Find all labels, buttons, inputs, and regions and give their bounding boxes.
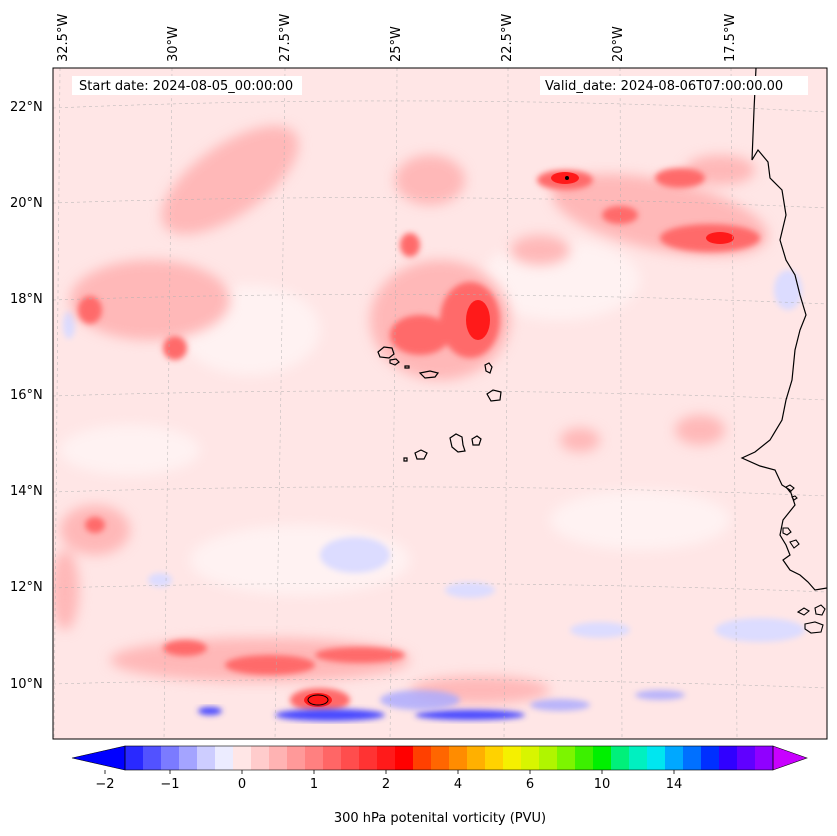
- colorbar-segment: [737, 746, 756, 770]
- colorbar-segment: [449, 746, 468, 770]
- lon-label: 20°W: [611, 26, 626, 62]
- colorbar-tick-label: 6: [526, 777, 534, 792]
- colorbar-tick-label: −2: [95, 777, 114, 792]
- colorbar-segment: [179, 746, 198, 770]
- colorbar-segment: [467, 746, 486, 770]
- colorbar-tick-label: 0: [238, 777, 246, 792]
- colorbar-segment: [647, 746, 666, 770]
- start-date-box: [72, 76, 302, 95]
- colorbar-segment: [539, 746, 558, 770]
- colorbar-tick-label: 2: [382, 777, 390, 792]
- colorbar-ticks: −2 −1 0 1 2 4 6 10 14: [95, 770, 682, 792]
- colorbar-segment: [629, 746, 648, 770]
- lon-label: 32.5°W: [56, 14, 71, 62]
- colorbar-tick-label: 10: [594, 777, 611, 792]
- colorbar-tick-label: 4: [454, 777, 462, 792]
- lat-label: 20°N: [10, 196, 43, 211]
- colorbar-segment: [755, 746, 774, 770]
- valid-date: Valid_date: 2024-08-06T07:00:00.00: [545, 79, 783, 94]
- cape-verde-islands: [377, 346, 502, 462]
- colorbar-segment: [683, 746, 702, 770]
- colorbar-segment: [521, 746, 540, 770]
- pv-negative-areas: [63, 270, 805, 642]
- colorbar-blocks: [125, 746, 774, 770]
- colorbar-tick-label: 1: [310, 777, 318, 792]
- colorbar-segment: [557, 746, 576, 770]
- lat-label: 22°N: [10, 100, 43, 115]
- colorbar-tick-label: −1: [160, 777, 179, 792]
- colorbar-max-arrow: [772, 745, 808, 771]
- pv-contour-peak-south: [307, 694, 329, 706]
- lat-label: 18°N: [10, 292, 43, 307]
- colorbar-frame: [124, 745, 774, 771]
- lon-label: 22.5°W: [500, 14, 515, 62]
- graticule: [53, 68, 827, 739]
- colorbar-segment: [269, 746, 288, 770]
- colorbar-segment: [395, 746, 414, 770]
- colorbar-segment: [251, 746, 270, 770]
- pv-dark-negative-band: [198, 707, 525, 721]
- colorbar-segment: [413, 746, 432, 770]
- colorbar-segment: [143, 746, 162, 770]
- lon-label: 27.5°W: [278, 14, 293, 62]
- colorbar-segment: [161, 746, 180, 770]
- colorbar-label: 300 hPa potenital vorticity (PVU): [334, 811, 546, 826]
- colorbar-tick-label: 14: [666, 777, 683, 792]
- colorbar-segment: [233, 746, 252, 770]
- colorbar-segment: [719, 746, 738, 770]
- colorbar-segment: [125, 746, 144, 770]
- map-frame: [52, 67, 828, 740]
- colorbar-segment: [701, 746, 720, 770]
- lat-label: 12°N: [10, 580, 43, 595]
- lon-label: 17.5°W: [723, 14, 738, 62]
- colorbar-segment: [431, 746, 450, 770]
- colorbar-min-arrow: [71, 745, 126, 771]
- colorbar-segment: [359, 746, 378, 770]
- pv-contour-peak-north: [565, 176, 569, 180]
- colorbar-segment: [665, 746, 684, 770]
- lat-labels: 22°N 20°N 18°N 16°N 14°N 12°N 10°N: [10, 100, 43, 692]
- lon-labels: 32.5°W 30°W 27.5°W 25°W 22.5°W 20°W 17.5…: [56, 14, 738, 62]
- colorbar-segment: [341, 746, 360, 770]
- colorbar-segment: [287, 746, 306, 770]
- west-africa-coastline: [740, 68, 827, 591]
- colorbar-segment: [323, 746, 342, 770]
- coast-islands-north: [782, 484, 800, 549]
- pv-light-negative-band: [380, 690, 685, 711]
- colorbar-segment: [593, 746, 612, 770]
- lat-label: 14°N: [10, 484, 43, 499]
- colorbar-segment: [611, 746, 630, 770]
- colorbar-segment: [197, 746, 216, 770]
- colorbar-segment: [485, 746, 504, 770]
- pv-field: [53, 68, 827, 739]
- lon-label: 25°W: [389, 26, 404, 62]
- colorbar-segment: [305, 746, 324, 770]
- lon-label: 30°W: [166, 26, 181, 62]
- start-date: Start date: 2024-08-05_00:00:00: [79, 79, 293, 94]
- lat-label: 16°N: [10, 388, 43, 403]
- colorbar-segment: [215, 746, 234, 770]
- colorbar-segment: [575, 746, 594, 770]
- colorbar-segment: [377, 746, 396, 770]
- colorbar-segment: [503, 746, 522, 770]
- pv-strong-areas: [78, 168, 760, 712]
- coast-islands-south: [796, 604, 826, 634]
- colorbar: −2 −1 0 1 2 4 6 10 14 300 hPa potenital vorticit…: [71, 745, 808, 826]
- valid-date-box: [540, 76, 808, 95]
- lat-label: 10°N: [10, 677, 43, 692]
